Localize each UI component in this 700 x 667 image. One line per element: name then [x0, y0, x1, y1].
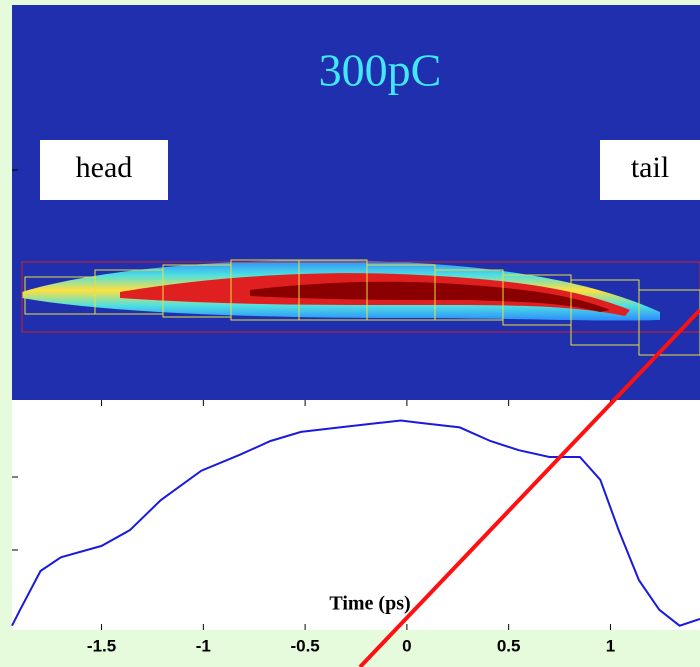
beam-peak: [250, 281, 610, 312]
annotation: tail: [631, 151, 669, 184]
profile-line: [11, 419, 700, 627]
y-ticks: [12, 169, 18, 551]
x-tick-label: -1: [196, 636, 211, 655]
slice-boxes: [24, 259, 700, 356]
plot-area: [12, 400, 700, 630]
x-tick-label: 0: [402, 636, 411, 655]
annotation: head: [76, 151, 133, 184]
x-tick-label: -1.5: [87, 636, 116, 655]
x-tick-label: -0.5: [290, 636, 319, 655]
annotation-line: [358, 308, 700, 667]
streak-image: [12, 5, 700, 400]
roi-box: [21, 261, 700, 333]
tail-box: [600, 140, 700, 200]
chart-title: 300pC: [319, 45, 442, 96]
x-tick-label: 1: [606, 636, 615, 655]
head-box: [40, 140, 168, 200]
x-tick-label: 0.5: [497, 636, 521, 655]
x-axis-label: Time (ps): [329, 593, 410, 615]
